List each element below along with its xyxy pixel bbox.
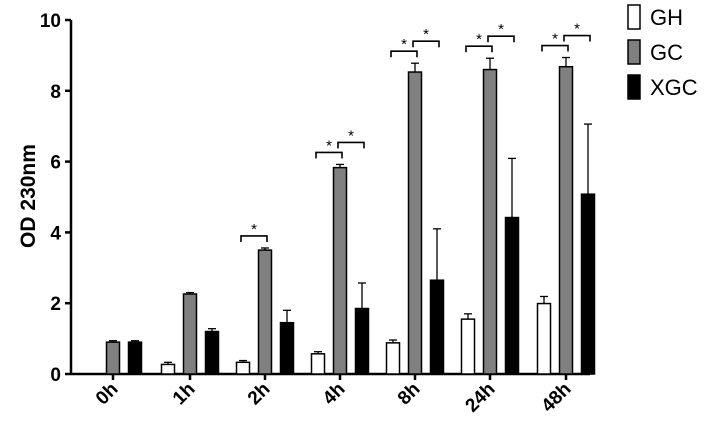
bar	[257, 249, 273, 375]
significance-star: *	[326, 137, 332, 154]
bar	[580, 193, 596, 375]
significance-bracket	[412, 40, 440, 48]
y-tick-label: 0	[50, 365, 61, 386]
bar	[310, 353, 326, 375]
x-tick-label: 48h	[538, 379, 576, 417]
significance-bracket	[487, 35, 515, 43]
bar	[279, 321, 295, 375]
significance-star: *	[251, 221, 257, 238]
legend: GH GC XGC	[627, 4, 698, 100]
significance-bracket	[541, 44, 569, 52]
significance-star: *	[348, 127, 354, 144]
legend-swatch	[627, 74, 641, 100]
bar	[235, 361, 251, 375]
significance-bracket	[390, 50, 418, 58]
y-tick-label: 4	[50, 223, 61, 244]
significance-star: *	[498, 21, 504, 38]
bar	[127, 341, 143, 375]
legend-label: XGC	[650, 75, 698, 100]
bar	[536, 302, 552, 375]
significance-bracket	[465, 45, 493, 53]
significance-star: *	[476, 31, 482, 48]
bar	[504, 216, 520, 375]
significance-star: *	[552, 31, 558, 48]
legend-label: GC	[650, 40, 683, 65]
x-tick-label: 0h	[92, 379, 123, 410]
bar	[460, 318, 476, 375]
bar	[204, 330, 220, 375]
legend-label: GH	[650, 5, 683, 30]
bar	[105, 341, 121, 375]
x-tick-label: 24h	[462, 379, 500, 417]
bar	[558, 65, 574, 375]
bar	[182, 293, 198, 375]
bar	[407, 71, 423, 375]
y-tick-label: 8	[50, 82, 61, 103]
significance-bracket	[337, 141, 365, 149]
bar	[482, 68, 498, 375]
significance-star: *	[423, 26, 429, 43]
x-tick-label: 2h	[244, 379, 275, 410]
significance-bracket	[315, 151, 343, 159]
y-tick-label: 6	[50, 153, 61, 174]
significance-bracket	[240, 235, 268, 242]
legend-swatch	[627, 39, 641, 65]
legend-swatch	[627, 4, 641, 30]
bar	[160, 363, 176, 375]
bar	[385, 342, 401, 375]
bar	[332, 166, 348, 375]
y-tick-label: 10	[40, 11, 61, 32]
significance-bracket	[563, 34, 591, 42]
x-tick-label: 4h	[319, 379, 350, 410]
bar	[354, 307, 370, 375]
y-tick-label: 2	[50, 294, 61, 315]
plot-area: 0 2 4 6 8 10 0h 1h 2h 4h 8h 24h 48h * * * * * * * * *	[40, 11, 596, 417]
significance-star: *	[401, 36, 407, 53]
y-axis-label: OD 230nm	[17, 144, 40, 248]
significance-star: *	[574, 21, 580, 38]
bar	[429, 279, 445, 375]
x-tick-label: 8h	[394, 379, 425, 410]
x-tick-label: 1h	[169, 379, 200, 410]
